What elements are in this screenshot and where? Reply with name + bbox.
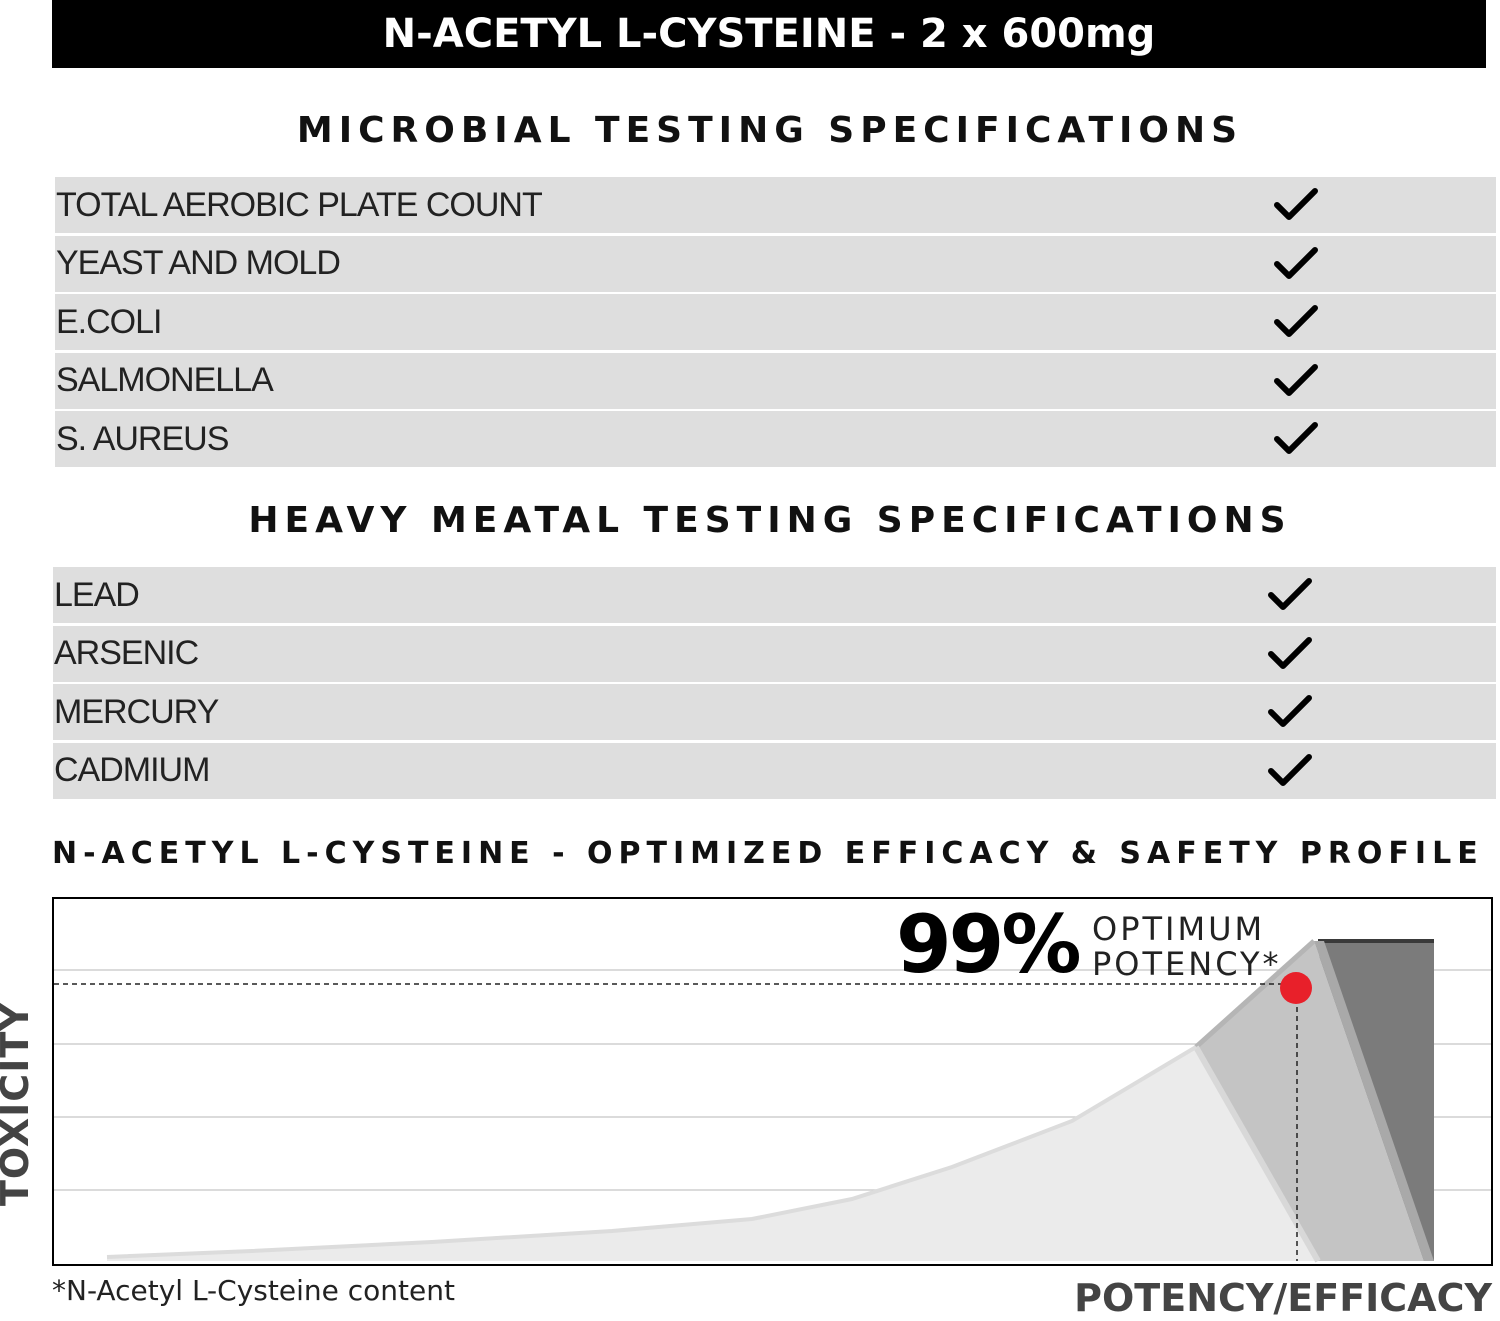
microbial-table: TOTAL AEROBIC PLATE COUNT YEAST AND MOLD E… <box>55 177 1496 470</box>
spec-label: TOTAL AEROBIC PLATE COUNT <box>56 185 543 224</box>
checkmark-icon <box>1274 363 1318 396</box>
checkmark-icon <box>1274 305 1318 337</box>
checkmark-icon <box>1268 753 1312 786</box>
spec-label: LEAD <box>54 575 140 614</box>
spec-label: S. AUREUS <box>56 419 229 458</box>
microbial-heading: MICROBIAL TESTING SPECIFICATIONS <box>296 110 1244 151</box>
efficacy-curve-line <box>106 1045 1198 1259</box>
y-axis-label: TOXICITY <box>0 1002 37 1206</box>
efficacy-profile-chart <box>52 897 1493 1266</box>
spec-label: ARSENIC <box>54 634 199 672</box>
spec-row: TOTAL AEROBIC PLATE COUNT <box>55 177 1496 233</box>
checkmark-icon <box>1268 578 1312 610</box>
checkmark-icon <box>1268 695 1312 727</box>
spec-row: LEAD <box>53 567 1496 623</box>
spec-row: MERCURY <box>53 684 1496 740</box>
spec-label: E.COLI <box>56 302 162 341</box>
optimum-zone-outline <box>1194 939 1316 1049</box>
potency-label: POTENCY* <box>1092 945 1282 983</box>
spec-label: YEAST AND MOLD <box>56 244 341 282</box>
spec-row: S. AUREUS <box>55 411 1496 467</box>
spec-row: CADMIUM <box>53 742 1496 799</box>
optimum-zone-shape <box>1196 941 1424 1261</box>
spec-row: YEAST AND MOLD <box>55 235 1496 292</box>
spec-label: CADMIUM <box>54 751 210 789</box>
checkmark-icon <box>1268 636 1312 669</box>
efficacy-curve-area <box>107 1047 1318 1261</box>
potency-percent: 99% <box>896 898 1081 991</box>
heavy-metal-heading: HEAVY MEATAL TESTING SPECIFICATIONS <box>248 500 1292 541</box>
checkmark-icon <box>1274 246 1318 279</box>
footnote: *N-Acetyl L-Cysteine content <box>52 1274 455 1307</box>
optimum-zone-edge <box>1314 941 1434 1261</box>
profile-heading: N-ACETYL L-CYSTEINE - OPTIMIZED EFFICACY… <box>52 836 1484 871</box>
spec-label: SALMONELLA <box>56 361 274 399</box>
checkmark-icon <box>1274 422 1318 454</box>
optimum-label: OPTIMUM <box>1092 910 1266 948</box>
spec-row: E.COLI <box>55 294 1496 350</box>
heavy-metal-table: LEAD ARSENIC MERCURY CADMIUM <box>53 567 1496 801</box>
x-axis-label: POTENCY/EFFICACY <box>1074 1276 1492 1320</box>
optimum-marker-dot <box>1280 972 1312 1004</box>
spec-row: ARSENIC <box>53 625 1496 682</box>
page-title: N-ACETYL L-CYSTEINE - 2 x 600mg <box>52 0 1486 68</box>
spec-label: MERCURY <box>54 692 219 731</box>
checkmark-icon <box>1274 188 1318 220</box>
spec-row: SALMONELLA <box>55 352 1496 409</box>
